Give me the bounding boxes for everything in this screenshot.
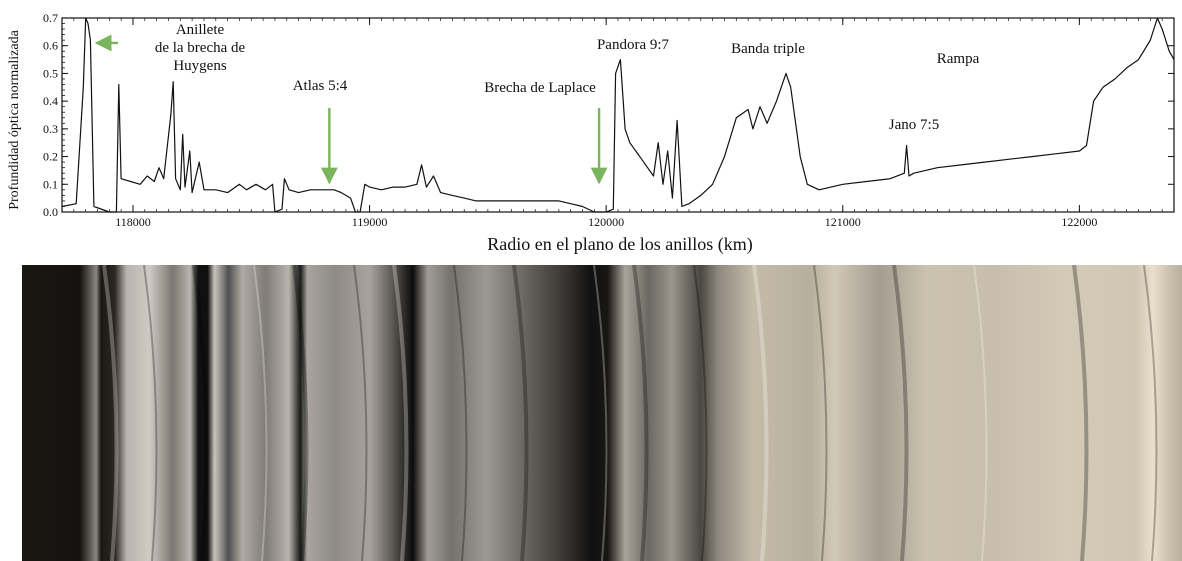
y-tick-label: 0.4 bbox=[43, 94, 58, 108]
x-tick-label: 121000 bbox=[825, 215, 861, 229]
ring-arc bbox=[192, 264, 209, 561]
ring-arc bbox=[1143, 264, 1158, 561]
ring-arc bbox=[292, 264, 309, 561]
x-tick-label: 120000 bbox=[588, 215, 624, 229]
annotation-atlas: Atlas 5:4 bbox=[293, 78, 348, 94]
y-tick-label: 0.3 bbox=[43, 122, 58, 136]
ring-arcs bbox=[102, 264, 1158, 561]
ring-arc bbox=[512, 264, 529, 561]
series-layer bbox=[61, 17, 1175, 213]
optical-depth-chart: 0.0 0.1 0.2 0.3 0.4 0.5 0.6 0.7 118000 119000 120… bbox=[7, 11, 1175, 255]
annotation-pandora: Pandora 9:7 bbox=[597, 37, 670, 53]
y-tick-label: 0.0 bbox=[43, 205, 58, 219]
x-tick-label: 122000 bbox=[1061, 215, 1097, 229]
annotation-anillete-huygens: Anillete de la brecha de Huygens bbox=[155, 22, 246, 74]
ring-arc bbox=[752, 264, 769, 561]
ring-arc bbox=[253, 264, 268, 561]
ring-arc bbox=[593, 264, 608, 561]
ring-arc bbox=[973, 264, 988, 561]
y-tick-label: 0.6 bbox=[43, 39, 58, 53]
y-tick-label: 0.2 bbox=[43, 150, 58, 164]
annotation-rampa: Rampa bbox=[937, 51, 980, 67]
y-tick-label: 0.1 bbox=[43, 177, 58, 191]
ring-arc bbox=[453, 264, 468, 561]
ring-arc bbox=[1072, 264, 1089, 561]
annotation-jano: Jano 7:5 bbox=[889, 117, 939, 133]
annotation-banda-triple: Banda triple bbox=[731, 41, 805, 57]
ring-arc bbox=[392, 264, 409, 561]
annotation-laplace: Brecha de Laplace bbox=[484, 80, 596, 96]
y-axis-label: Profundidad óptica normalizada bbox=[7, 29, 22, 209]
ring-arc bbox=[102, 264, 119, 561]
ring-arc bbox=[353, 264, 368, 561]
ring-arc bbox=[813, 264, 828, 561]
ring-arc bbox=[693, 264, 708, 561]
ring-arc bbox=[632, 264, 649, 561]
y-tick-label: 0.5 bbox=[43, 66, 58, 80]
x-axis-label: Radio en el plano de los anillos (km) bbox=[487, 234, 752, 255]
ring-arc bbox=[143, 264, 158, 561]
optical-depth-series-line bbox=[61, 17, 1175, 213]
annotations: Anillete de la brecha de Huygens Atlas 5:4 B… bbox=[94, 22, 980, 185]
y-axis: 0.0 0.1 0.2 0.3 0.4 0.5 0.6 0.7 bbox=[43, 11, 1174, 219]
ring-image-fill bbox=[22, 265, 1182, 561]
y-tick-label: 0.7 bbox=[43, 11, 58, 25]
x-axis: 118000 119000 120000 121000 122000 bbox=[61, 18, 1175, 229]
ring-arc bbox=[892, 264, 909, 561]
x-tick-label: 118000 bbox=[115, 215, 151, 229]
ring-image bbox=[22, 264, 1182, 561]
x-tick-label: 119000 bbox=[352, 215, 388, 229]
